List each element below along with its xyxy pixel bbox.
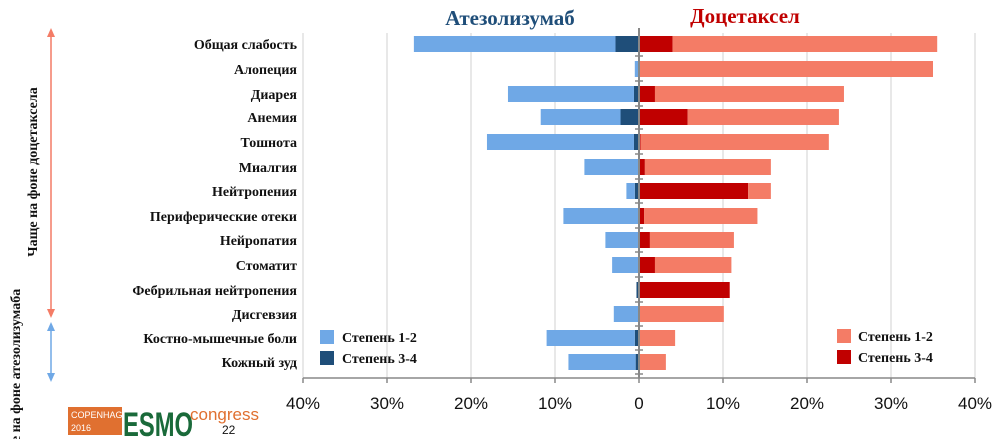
bar-atezolizumab — [620, 109, 639, 125]
category-label: Периферические отеки — [150, 210, 297, 225]
x-tick-label: 0 — [634, 394, 643, 413]
bar-atezolizumab — [635, 354, 639, 370]
category-labels: Общая слабость Алопеция Диарея Анемия Тошнот… — [132, 38, 297, 371]
bar-atezolizumab — [605, 232, 639, 248]
bar-atezolizumab — [540, 109, 621, 125]
x-tick-label: 20% — [454, 394, 488, 413]
category-label: Нейропатия — [220, 234, 298, 249]
x-tick-label: 10% — [538, 394, 572, 413]
page-number: 22 — [222, 423, 236, 437]
bar-atezolizumab — [584, 159, 639, 175]
legend-label-doce-grade34: Степень 3-4 — [858, 351, 933, 366]
bar-docetaxel — [649, 232, 734, 248]
logo-congress: congress — [190, 405, 259, 424]
x-tick-label: 20% — [790, 394, 824, 413]
esmo-congress-logo: COPENHAGEN 2016 ESMO congress 22 — [68, 405, 259, 439]
bar-atezolizumab — [568, 354, 636, 370]
bar-atezolizumab — [413, 36, 616, 52]
bar-atezolizumab — [563, 208, 639, 224]
logo-year: 2016 — [71, 423, 91, 433]
bar-docetaxel — [639, 282, 730, 298]
bar-docetaxel — [639, 354, 666, 370]
arrow-docetaxel — [47, 28, 55, 318]
side-label-atezolizumab: Чаще на фоне атезолизумаба — [9, 289, 24, 439]
legend-label-atezo-grade34: Степень 3-4 — [342, 352, 417, 367]
bars — [413, 28, 938, 378]
category-label: Диарея — [251, 88, 298, 103]
bar-docetaxel — [654, 86, 844, 102]
bar-docetaxel — [639, 208, 645, 224]
legend-swatch-doce-grade12 — [837, 329, 851, 343]
legend-swatch-atezo-grade34 — [320, 351, 334, 365]
legend-swatch-doce-grade34 — [837, 350, 851, 364]
bar-atezolizumab — [486, 134, 634, 150]
side-label-docetaxel: Чаще на фоне доцетаксела — [26, 87, 41, 256]
bar-docetaxel — [639, 159, 645, 175]
legend-label-atezo-grade12: Степень 1-2 — [342, 331, 417, 346]
legend-docetaxel: Степень 1-2 Степень 3-4 — [837, 329, 933, 366]
x-tick-label: 30% — [874, 394, 908, 413]
category-label: Нейтропения — [212, 185, 297, 200]
bar-docetaxel — [639, 330, 676, 346]
legend-swatch-atezo-grade12 — [320, 330, 334, 344]
bar-docetaxel — [639, 183, 749, 199]
header-docetaxel: Доцетаксел — [690, 4, 800, 28]
bar-atezolizumab — [612, 257, 639, 273]
bar-atezolizumab — [507, 86, 634, 102]
category-label: Миалгия — [239, 161, 298, 176]
x-tick-label: 40% — [958, 394, 992, 413]
category-label: Кожный зуд — [222, 356, 297, 371]
logo-city: COPENHAGEN — [71, 410, 135, 420]
category-label: Общая слабость — [194, 38, 298, 53]
bar-atezolizumab — [615, 36, 639, 52]
category-label: Фебрильная нейтропения — [132, 284, 297, 299]
category-label: Дисгевзия — [232, 308, 298, 323]
logo-orange-block — [68, 407, 122, 435]
bar-docetaxel — [748, 183, 771, 199]
category-label: Стоматит — [236, 259, 297, 274]
bar-atezolizumab — [634, 61, 639, 77]
legend-label-doce-grade12: Степень 1-2 — [858, 330, 933, 345]
bar-docetaxel — [644, 208, 758, 224]
bar-docetaxel — [639, 61, 933, 77]
logo-esmo: ESMO — [123, 406, 193, 439]
x-tick-labels: 40% 30% 20% 10% 0 10% 20% 30% 40% — [286, 394, 992, 413]
bar-atezolizumab — [634, 183, 639, 199]
bar-docetaxel — [639, 257, 655, 273]
bar-atezolizumab — [633, 134, 639, 150]
x-tick-label: 10% — [706, 394, 740, 413]
header-atezolizumab: Атезолизумаб — [445, 6, 575, 30]
bar-docetaxel — [639, 306, 724, 322]
bar-docetaxel — [644, 159, 771, 175]
bar-docetaxel — [654, 257, 732, 273]
bar-atezolizumab — [613, 306, 639, 322]
category-label: Костно-мышечные боли — [143, 332, 297, 347]
bar-atezolizumab — [546, 330, 635, 346]
bar-atezolizumab — [626, 183, 635, 199]
bar-docetaxel — [639, 86, 655, 102]
bar-docetaxel — [639, 109, 688, 125]
bar-docetaxel — [687, 109, 839, 125]
bar-docetaxel — [639, 36, 673, 52]
bar-docetaxel — [672, 36, 938, 52]
category-label: Алопеция — [234, 63, 297, 78]
x-tick-label: 40% — [286, 394, 320, 413]
bar-atezolizumab — [636, 282, 639, 298]
bar-docetaxel — [640, 134, 829, 150]
legend-atezolizumab: Степень 1-2 Степень 3-4 — [320, 330, 417, 367]
bar-atezolizumab — [634, 330, 639, 346]
category-label: Анемия — [247, 111, 297, 126]
arrow-atezolizumab — [47, 322, 55, 382]
category-label: Тошнота — [241, 136, 297, 151]
x-tick-label: 30% — [370, 394, 404, 413]
bar-docetaxel — [639, 232, 650, 248]
bar-atezolizumab — [633, 86, 639, 102]
